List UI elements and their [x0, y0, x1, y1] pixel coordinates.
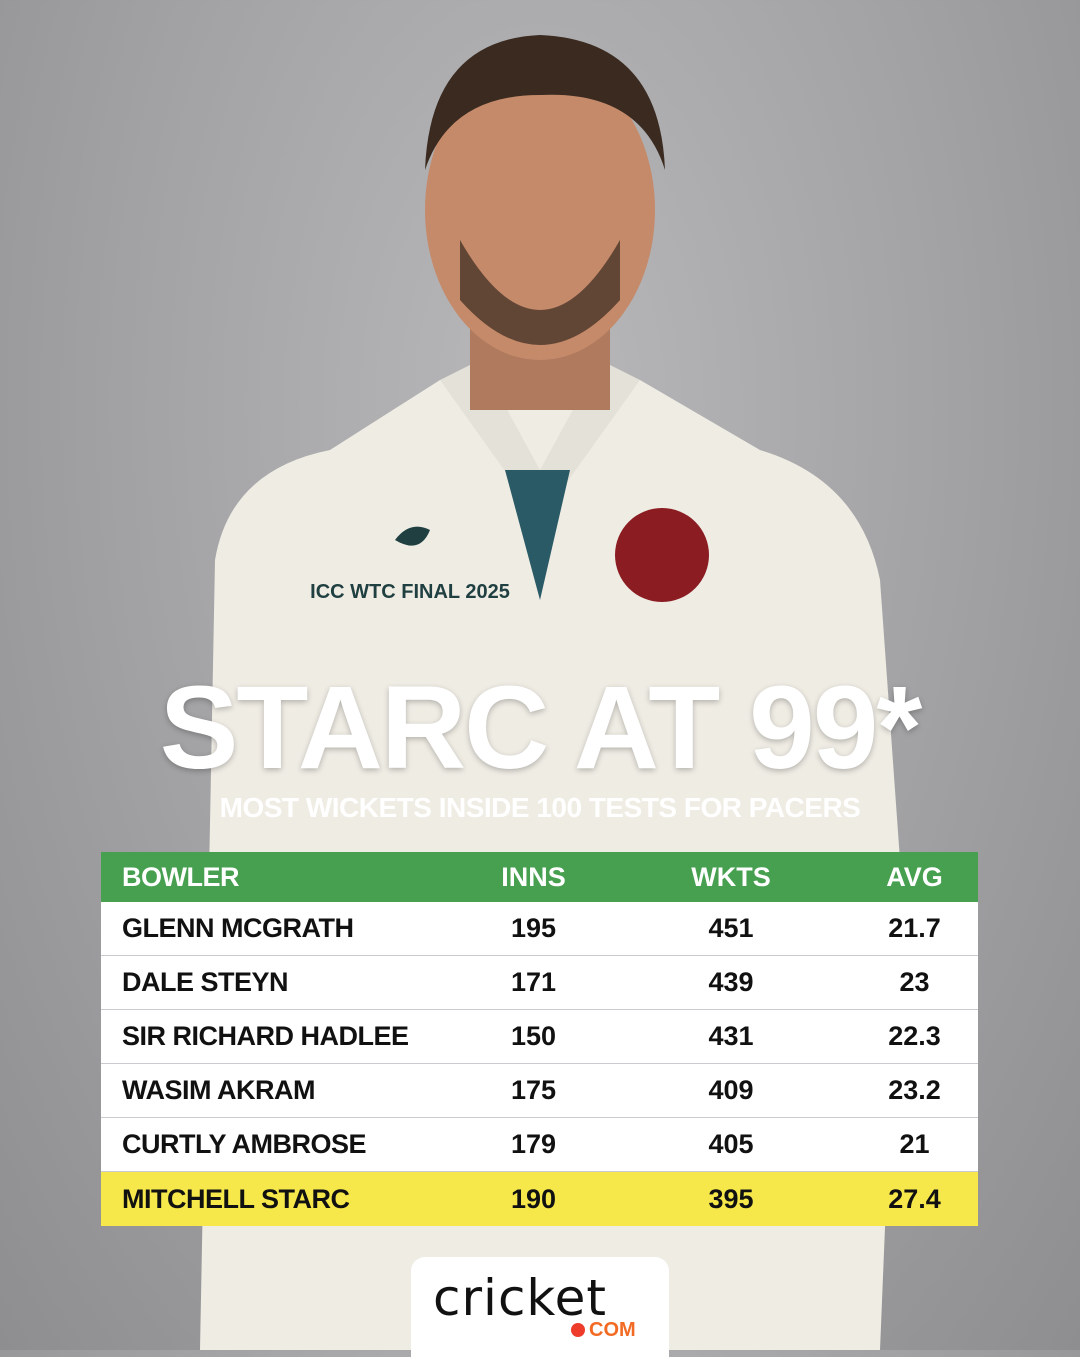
bowler-name: DALE STEYN	[122, 967, 289, 997]
bowler-name: SIR RICHARD HADLEE	[122, 1021, 409, 1051]
wkts-value: 431	[708, 1021, 754, 1051]
avg-value: 22.3	[888, 1021, 941, 1051]
bowler-name: GLENN MCGRATH	[122, 913, 354, 943]
inns-value: 175	[510, 1075, 557, 1105]
avg-value: 27.4	[888, 1183, 941, 1214]
bowler-name: MITCHELL STARC	[122, 1183, 350, 1214]
wkts-value: 409	[708, 1075, 754, 1105]
inns-value: 150	[510, 1021, 557, 1051]
inns-value: 171	[510, 967, 557, 997]
avg-value: 21.7	[888, 913, 941, 943]
cricket-com-logo: cricket COM	[411, 1257, 669, 1357]
inns-value: 190	[510, 1183, 557, 1214]
header-avg: AVG	[886, 861, 943, 892]
header-bowler: BOWLER	[122, 861, 239, 892]
table-row: WASIM AKRAM 175 409 23.2	[101, 1064, 978, 1118]
avg-value: 21	[899, 1129, 930, 1159]
header-wkts: WKTS	[691, 861, 771, 892]
table-row: DALE STEYN 171 439 23	[101, 956, 978, 1010]
avg-value: 23.2	[888, 1075, 941, 1105]
avg-value: 23	[899, 967, 930, 997]
table-row: SIR RICHARD HADLEE 150 431 22.3	[101, 1010, 978, 1064]
table-row: CURTLY AMBROSE 179 405 21	[101, 1118, 978, 1172]
headline: STARC AT 99*	[159, 662, 923, 794]
inns-value: 195	[510, 913, 557, 943]
header-inns: INNS	[501, 861, 566, 892]
bowler-name: CURTLY AMBROSE	[122, 1129, 367, 1159]
table-row-highlighted: MITCHELL STARC 190 395 27.4	[101, 1172, 978, 1226]
table-row: GLENN MCGRATH 195 451 21.7	[101, 902, 978, 956]
wkts-value: 405	[708, 1129, 754, 1159]
wkts-value: 439	[708, 967, 754, 997]
stats-table: BOWLER INNS WKTS AVG GLENN MCGRATH 195 4…	[101, 852, 978, 1226]
table-header: BOWLER INNS WKTS AVG	[101, 852, 978, 902]
logo-dot-icon	[571, 1323, 585, 1337]
logo-suffix: COM	[589, 1319, 636, 1341]
wkts-value: 395	[708, 1183, 754, 1214]
inns-value: 179	[510, 1129, 557, 1159]
logo-wordmark: cricket	[433, 1269, 607, 1327]
bowler-name: WASIM AKRAM	[122, 1075, 315, 1105]
subtitle: MOST WICKETS INSIDE 100 TESTS FOR PACERS	[219, 792, 861, 823]
wkts-value: 451	[708, 913, 754, 943]
shirt-badge-text: ICC WTC FINAL 2025	[310, 581, 510, 603]
